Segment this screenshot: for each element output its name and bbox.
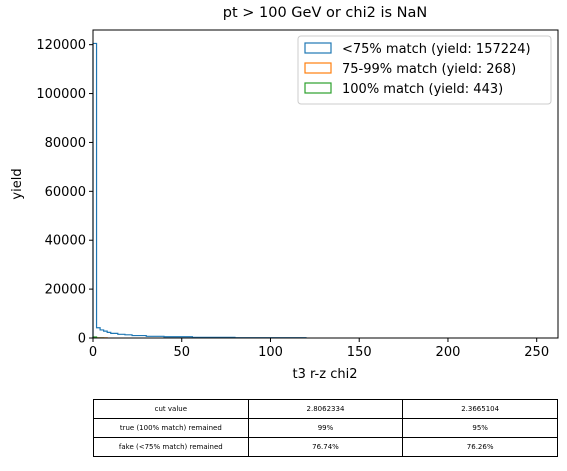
histogram-series-0 [92,42,307,339]
legend-label: <75% match (yield: 157224) [342,42,531,57]
table-cell: fake (<75% match) remained [93,437,249,457]
x-tick-label: 150 [347,345,372,360]
legend-swatch [304,82,332,94]
plot-series [92,42,307,339]
table-cell: 99% [247,418,404,438]
legend-frame [297,35,552,105]
table-cell: cut value [93,399,249,419]
cut-summary-table: cut value 2.8062334 2.3665104 true (100% ma… [93,399,558,457]
y-axis-label: yield [10,168,25,199]
table-row: cut value 2.8062334 2.3665104 [93,399,558,419]
x-tick-label: 250 [524,345,549,360]
y-tick-label: 100000 [36,87,86,102]
x-axis-label: t3 r-z chi2 [293,367,358,382]
table-cell: 76.74% [247,437,404,457]
legend-label: 100% match (yield: 443) [342,82,503,97]
y-axis: 0 20000 40000 60000 80000 100000 120000 [36,38,93,347]
y-tick-label: 20000 [45,283,86,298]
x-tick-label: 50 [173,345,190,360]
table-cell: 2.8062334 [247,399,404,419]
table-cell: 76.26% [402,437,558,457]
legend-swatch [304,42,332,54]
chart-title: pt > 100 GeV or chi2 is NaN [223,5,427,21]
x-tick-label: 0 [89,345,97,360]
legend: <75% match (yield: 157224) 75-99% match (… [297,35,552,105]
y-tick-label: 0 [78,332,86,347]
legend-label: 75-99% match (yield: 268) [342,62,516,77]
x-axis: 0 50 100 150 200 250 [89,338,549,360]
table-cell: 95% [402,418,558,438]
table-cell: 2.3665104 [402,399,558,419]
legend-swatch [304,62,332,74]
y-tick-label: 60000 [45,185,86,200]
table-cell: true (100% match) remained [93,418,249,438]
x-tick-label: 200 [436,345,461,360]
table-row: fake (<75% match) remained 76.74% 76.26% [93,437,558,457]
table-row: true (100% match) remained 99% 95% [93,418,558,438]
y-tick-label: 40000 [45,234,86,249]
x-tick-label: 100 [258,345,283,360]
plot-area-frame [92,29,559,339]
y-tick-label: 120000 [36,38,86,53]
y-tick-label: 80000 [45,136,86,151]
